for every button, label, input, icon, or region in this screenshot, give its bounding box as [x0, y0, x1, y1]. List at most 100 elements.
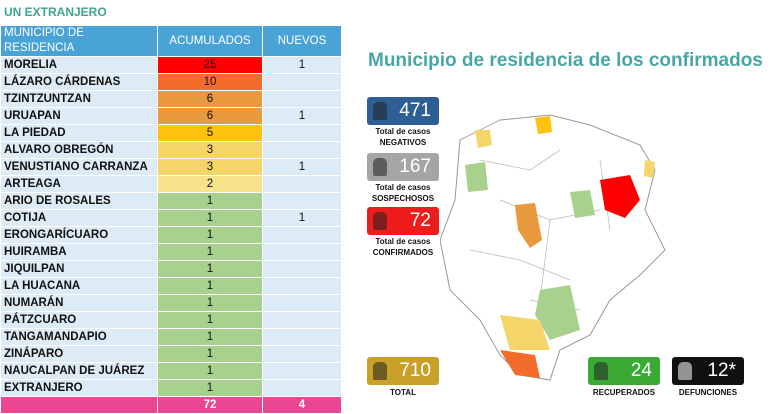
header-title: UN EXTRANJERO — [4, 5, 107, 19]
deaths-box: 12* — [672, 357, 744, 385]
accumulated: 2 — [157, 175, 263, 193]
table-row: COTIJA 1 1 — [0, 209, 342, 227]
table-row: LA PIEDAD 5 — [0, 124, 342, 142]
table-row: LÁZARO CÁRDENAS 10 — [0, 73, 342, 91]
municipality: EXTRANJERO — [0, 379, 158, 397]
suspects-value: 167 — [399, 156, 431, 177]
new-cases — [262, 277, 342, 295]
caption-line: Total de casos — [375, 237, 431, 246]
new-cases — [262, 73, 342, 91]
new-cases — [262, 379, 342, 397]
table-row: VENUSTIANO CARRANZA 3 1 — [0, 158, 342, 176]
cases-table: MUNICIPIO DE RESIDENCIA ACUMULADOS NUEVO… — [0, 25, 342, 414]
accumulated: 1 — [157, 328, 263, 346]
accumulated: 1 — [157, 362, 263, 380]
new-cases — [262, 124, 342, 142]
recovered-caption: RECUPERADOS — [592, 388, 656, 397]
new-cases — [262, 362, 342, 380]
accumulated: 25 — [157, 56, 263, 74]
accumulated: 1 — [157, 311, 263, 329]
caption-line: Total de casos — [375, 127, 431, 136]
table-row: NAUCALPAN DE JUÁREZ 1 — [0, 362, 342, 380]
accumulated: 1 — [157, 226, 263, 244]
new-cases — [262, 192, 342, 210]
table-row: ERONGARÍCUARO 1 — [0, 226, 342, 244]
municipality: TANGAMANDAPIO — [0, 328, 158, 346]
page: {"header":{"title":"UN EXTRANJERO"}, "ta… — [0, 5, 763, 414]
municipality: ZINÁPARO — [0, 345, 158, 363]
municipality: NUMARÁN — [0, 294, 158, 312]
negatives-value: 471 — [399, 100, 431, 121]
accumulated: 6 — [157, 90, 263, 108]
municipality: URUAPAN — [0, 107, 158, 125]
new-cases: 1 — [262, 158, 342, 176]
accumulated: 6 — [157, 107, 263, 125]
suspects-box: 167 — [367, 153, 439, 181]
new-cases — [262, 311, 342, 329]
total-caption: TOTAL — [390, 388, 416, 397]
recovered-value: 24 — [630, 360, 652, 381]
table-row: PÁTZCUARO 1 — [0, 311, 342, 329]
municipality: LA PIEDAD — [0, 124, 158, 142]
accumulated: 1 — [157, 243, 263, 261]
suspects-caption: Total de casos SOSPECHOSOS — [358, 182, 448, 204]
municipality: HUIRAMBA — [0, 243, 158, 261]
total-value: 710 — [399, 360, 431, 381]
new-cases — [262, 243, 342, 261]
totals-row: 72 4 — [0, 396, 342, 414]
confirmed-box: 72 — [367, 207, 439, 235]
new-cases — [262, 175, 342, 193]
table-row: NUMARÁN 1 — [0, 294, 342, 312]
municipality: ARTEAGA — [0, 175, 158, 193]
caption-line: CONFIRMADOS — [372, 248, 434, 257]
municipality: ERONGARÍCUARO — [0, 226, 158, 244]
municipality: LÁZARO CÁRDENAS — [0, 73, 158, 91]
municipality: ARIO DE ROSALES — [0, 192, 158, 210]
new-cases — [262, 141, 342, 159]
table-row: MORELIA 25 1 — [0, 56, 342, 74]
municipality: MORELIA — [0, 56, 158, 74]
new-cases: 1 — [262, 56, 342, 74]
table-row: HUIRAMBA 1 — [0, 243, 342, 261]
municipality: VENUSTIANO CARRANZA — [0, 158, 158, 176]
municipality: PÁTZCUARO — [0, 311, 158, 329]
accumulated: 3 — [157, 141, 263, 159]
accumulated: 5 — [157, 124, 263, 142]
caption-line: SOSPECHOSOS — [371, 194, 435, 203]
confirmed-caption: Total de casos CONFIRMADOS — [358, 236, 448, 258]
table-row: ARTEAGA 2 — [0, 175, 342, 193]
table-row: TANGAMANDAPIO 1 — [0, 328, 342, 346]
column-header: NUEVOS — [262, 25, 342, 57]
table-row: EXTRANJERO 1 — [0, 379, 342, 397]
total-box: 710 — [367, 357, 439, 385]
accumulated: 1 — [157, 294, 263, 312]
table-row: TZINTZUNTZAN 6 — [0, 90, 342, 108]
municipality: JIQUILPAN — [0, 260, 158, 278]
accumulated: 1 — [157, 192, 263, 210]
confirmed-value: 72 — [409, 210, 431, 231]
column-header: MUNICIPIO DE RESIDENCIA — [0, 25, 158, 57]
deaths-value: 12* — [707, 360, 736, 381]
map-title: Municipio de residencia de los confirmad… — [368, 50, 763, 71]
negatives-caption: Total de casos NEGATIVOS — [358, 126, 448, 148]
municipality: NAUCALPAN DE JUÁREZ — [0, 362, 158, 380]
new-cases — [262, 90, 342, 108]
caption-line: NEGATIVOS — [379, 138, 427, 147]
new-cases: 1 — [262, 107, 342, 125]
municipality: COTIJA — [0, 209, 158, 227]
accumulated: 1 — [157, 277, 263, 295]
accumulated: 1 — [157, 345, 263, 363]
new-cases — [262, 294, 342, 312]
totals-label — [0, 396, 158, 414]
deaths-caption: DEFUNCIONES — [678, 388, 738, 397]
municipality: LA HUACANA — [0, 277, 158, 295]
table-row: ARIO DE ROSALES 1 — [0, 192, 342, 210]
accumulated: 1 — [157, 260, 263, 278]
table-row: ALVARO OBREGÓN 3 — [0, 141, 342, 159]
new-cases: 1 — [262, 209, 342, 227]
table-row: LA HUACANA 1 — [0, 277, 342, 295]
map — [440, 114, 666, 381]
new-cases — [262, 260, 342, 278]
municipality: ALVARO OBREGÓN — [0, 141, 158, 159]
negatives-box: 471 — [367, 97, 439, 125]
